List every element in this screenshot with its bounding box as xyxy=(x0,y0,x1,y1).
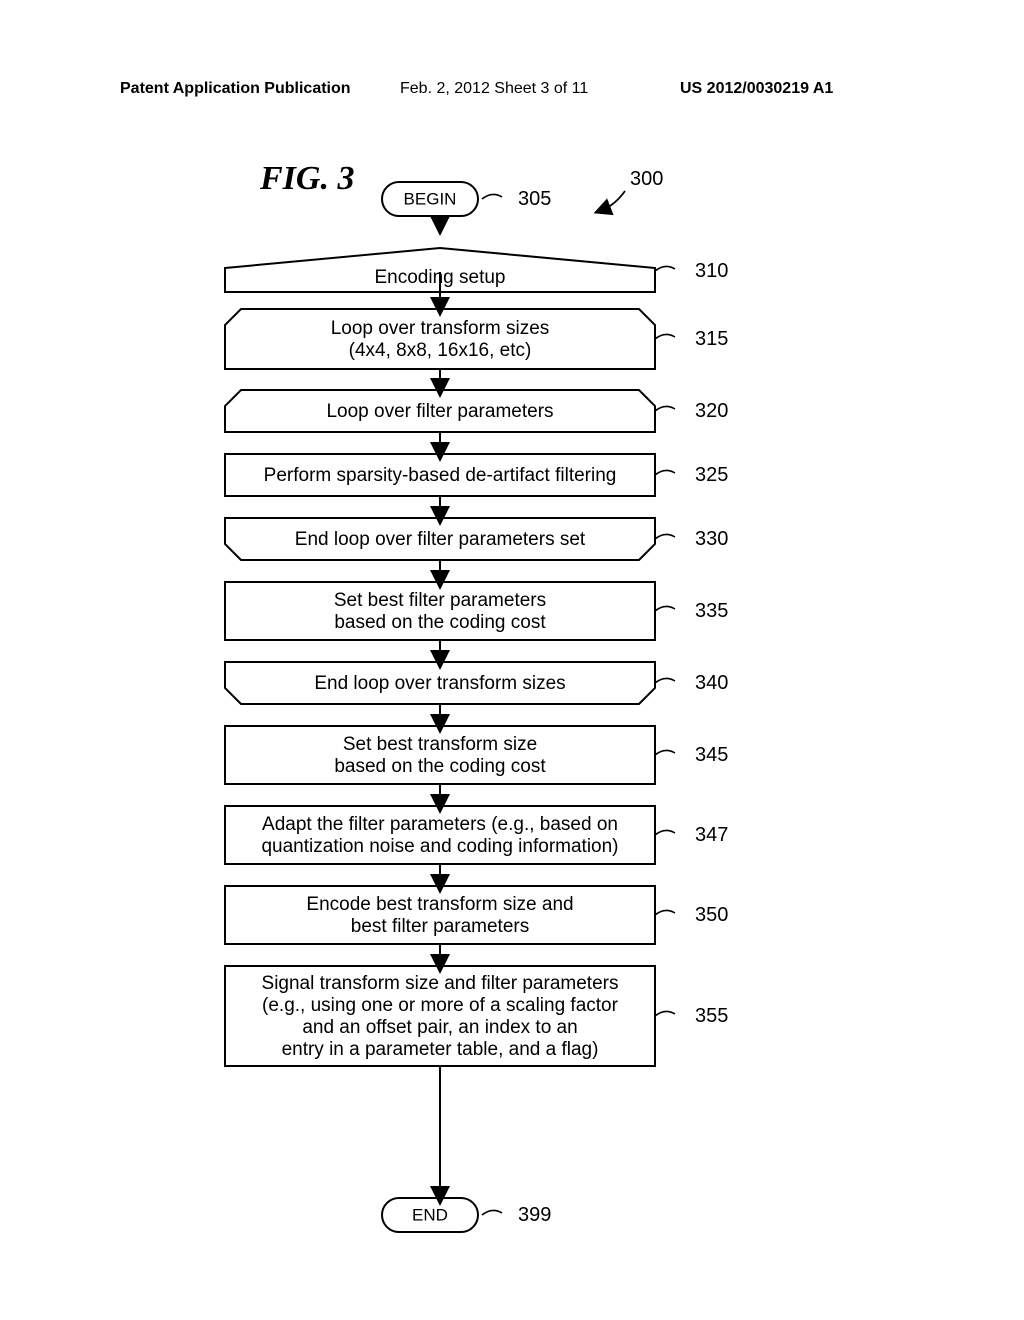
svg-text:End loop over transform sizes: End loop over transform sizes xyxy=(314,673,565,694)
flowchart: 300BEGIN305Encoding setup310Loop over tr… xyxy=(0,0,1024,1320)
svg-text:Perform sparsity-based de-arti: Perform sparsity-based de-artifact filte… xyxy=(264,465,617,486)
svg-text:330: 330 xyxy=(695,528,728,550)
svg-text:315: 315 xyxy=(695,328,728,350)
svg-text:and an offset pair, an index t: and an offset pair, an index to an xyxy=(302,1017,577,1038)
svg-text:320: 320 xyxy=(695,400,728,422)
svg-text:345: 345 xyxy=(695,744,728,766)
svg-text:END: END xyxy=(412,1205,448,1224)
svg-text:310: 310 xyxy=(695,260,728,282)
svg-text:350: 350 xyxy=(695,904,728,926)
svg-text:Encode best transform size and: Encode best transform size and xyxy=(306,894,573,915)
svg-text:(4x4, 8x8, 16x16, etc): (4x4, 8x8, 16x16, etc) xyxy=(349,340,532,361)
svg-text:325: 325 xyxy=(695,464,728,486)
svg-text:335: 335 xyxy=(695,600,728,622)
svg-text:Adapt the filter parameters (e: Adapt the filter parameters (e.g., based… xyxy=(262,814,618,835)
svg-text:quantization noise and coding: quantization noise and coding informatio… xyxy=(261,836,618,857)
svg-text:best filter parameters: best filter parameters xyxy=(351,916,529,937)
svg-text:Signal transform size and filt: Signal transform size and filter paramet… xyxy=(262,973,619,994)
svg-text:340: 340 xyxy=(695,672,728,694)
svg-text:End loop over filter parameter: End loop over filter parameters set xyxy=(295,529,586,550)
svg-text:300: 300 xyxy=(630,168,663,190)
svg-text:entry in a parameter table, an: entry in a parameter table, and a flag) xyxy=(282,1039,599,1060)
svg-text:Loop over transform sizes: Loop over transform sizes xyxy=(331,318,550,339)
svg-text:based on the coding cost: based on the coding cost xyxy=(334,612,546,633)
svg-text:347: 347 xyxy=(695,824,728,846)
svg-text:based on the coding cost: based on the coding cost xyxy=(334,756,546,777)
svg-text:Set best transform size: Set best transform size xyxy=(343,734,537,755)
svg-text:Loop over filter parameters: Loop over filter parameters xyxy=(326,401,553,422)
svg-text:BEGIN: BEGIN xyxy=(404,189,457,208)
svg-text:399: 399 xyxy=(518,1204,551,1226)
svg-text:(e.g., using one or more of a: (e.g., using one or more of a scaling fa… xyxy=(262,995,619,1016)
svg-text:355: 355 xyxy=(695,1005,728,1027)
svg-text:305: 305 xyxy=(518,188,551,210)
svg-text:Set best filter parameters: Set best filter parameters xyxy=(334,590,546,611)
